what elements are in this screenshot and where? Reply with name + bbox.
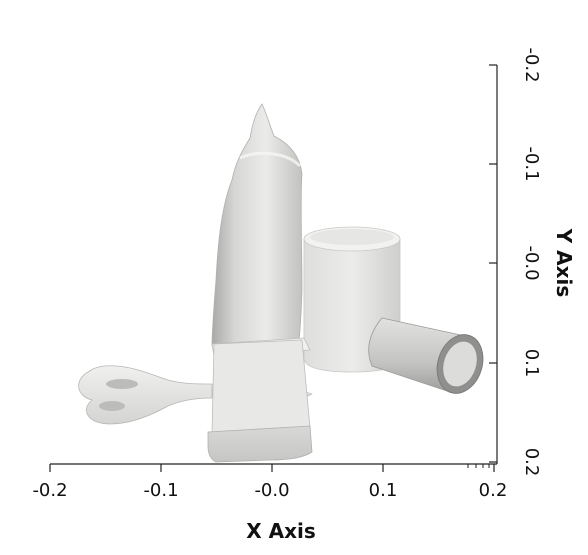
tall-bottle [211, 103, 303, 347]
x-tick-label: -0.0 [254, 480, 289, 501]
tipped-cylinder [368, 317, 484, 394]
box [207, 337, 313, 463]
x-tick-label: 0.2 [479, 480, 508, 501]
y-tick-label: 0.1 [521, 349, 542, 378]
x-tick-label: -0.2 [32, 480, 67, 501]
y-tick-label: -0.0 [521, 245, 542, 280]
y-axis-title: Y Axis [552, 228, 576, 298]
y-tick-label: -0.2 [521, 47, 542, 82]
y-tick-label: -0.1 [521, 146, 542, 181]
x-axis-title: X Axis [246, 519, 316, 543]
y-tick-label: 0.2 [521, 448, 542, 477]
axes-group: -0.2 -0.1 -0.0 0.1 0.2 -0.2 -0.1 -0.0 0.… [32, 47, 576, 543]
x-tick-label: 0.1 [369, 480, 398, 501]
x-tick-label: -0.1 [143, 480, 178, 501]
